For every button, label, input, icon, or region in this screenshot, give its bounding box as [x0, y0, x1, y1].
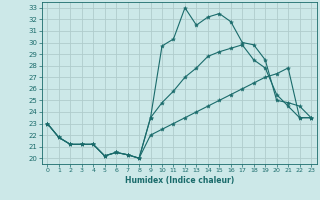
X-axis label: Humidex (Indice chaleur): Humidex (Indice chaleur) [124, 176, 234, 185]
